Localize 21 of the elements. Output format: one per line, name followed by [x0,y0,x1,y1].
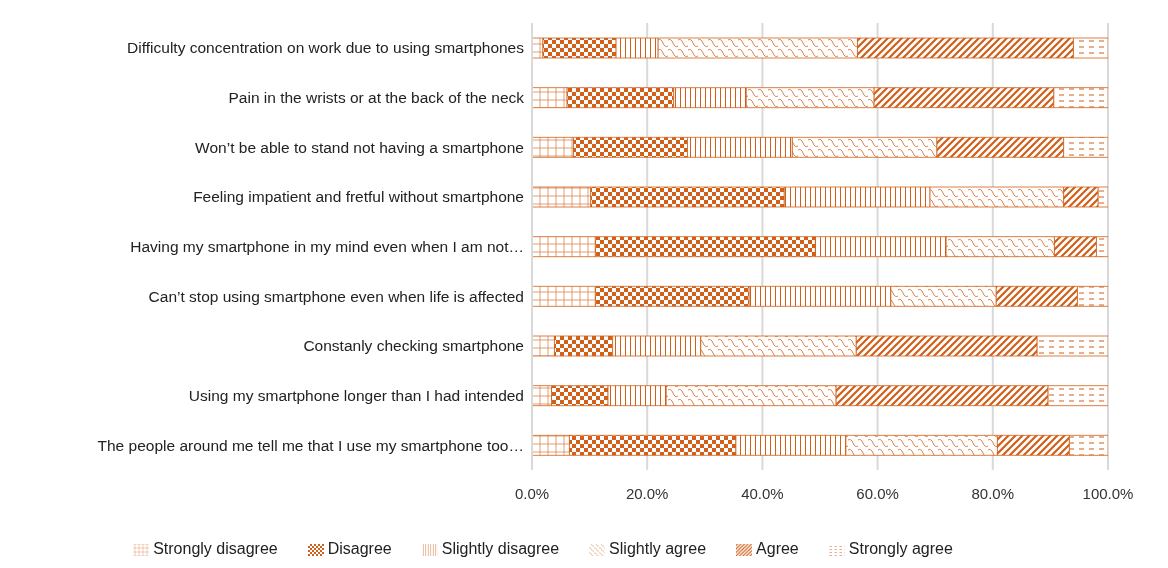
x-tick-label: 80.0% [971,484,1015,502]
x-tick-label: 40.0% [741,484,784,502]
y-tick-label: Constanly checking smartphone [303,337,524,355]
x-tick-label: 60.0% [856,484,899,502]
y-tick-label: Difficulty concentration on work due to using smartphones [127,39,525,57]
y-tick-label: Feeling impatient and fretful without smartphone [193,188,524,206]
y-tick-label: Pain in the wrists or at the back of the neck [228,89,525,106]
y-tick-label: Can’t stop using smartphone even when life is affected [148,287,524,305]
y-tick-label: Using my smartphone longer than I had intended [188,387,524,404]
legend-label: Disagree [327,540,392,557]
legend-label: Slightly disagree [441,540,560,557]
legend-label: Slightly agree [609,540,707,557]
y-tick-label: Won’t be able to stand not having a smartphone [195,138,524,156]
legend-label: Agree [756,540,799,557]
legend-label: Strongly agree [848,540,953,557]
y-tick-label: The people around me tell me that I use my smartphone too… [97,436,524,454]
y-tick-label: Having my smartphone in my mind even when I am not… [130,238,524,255]
legend-label: Strongly disagree [153,540,278,557]
x-tick-label: 100.0% [1082,484,1134,502]
x-tick-label: 20.0% [625,484,669,502]
x-tick-label: 0.0% [514,484,550,502]
